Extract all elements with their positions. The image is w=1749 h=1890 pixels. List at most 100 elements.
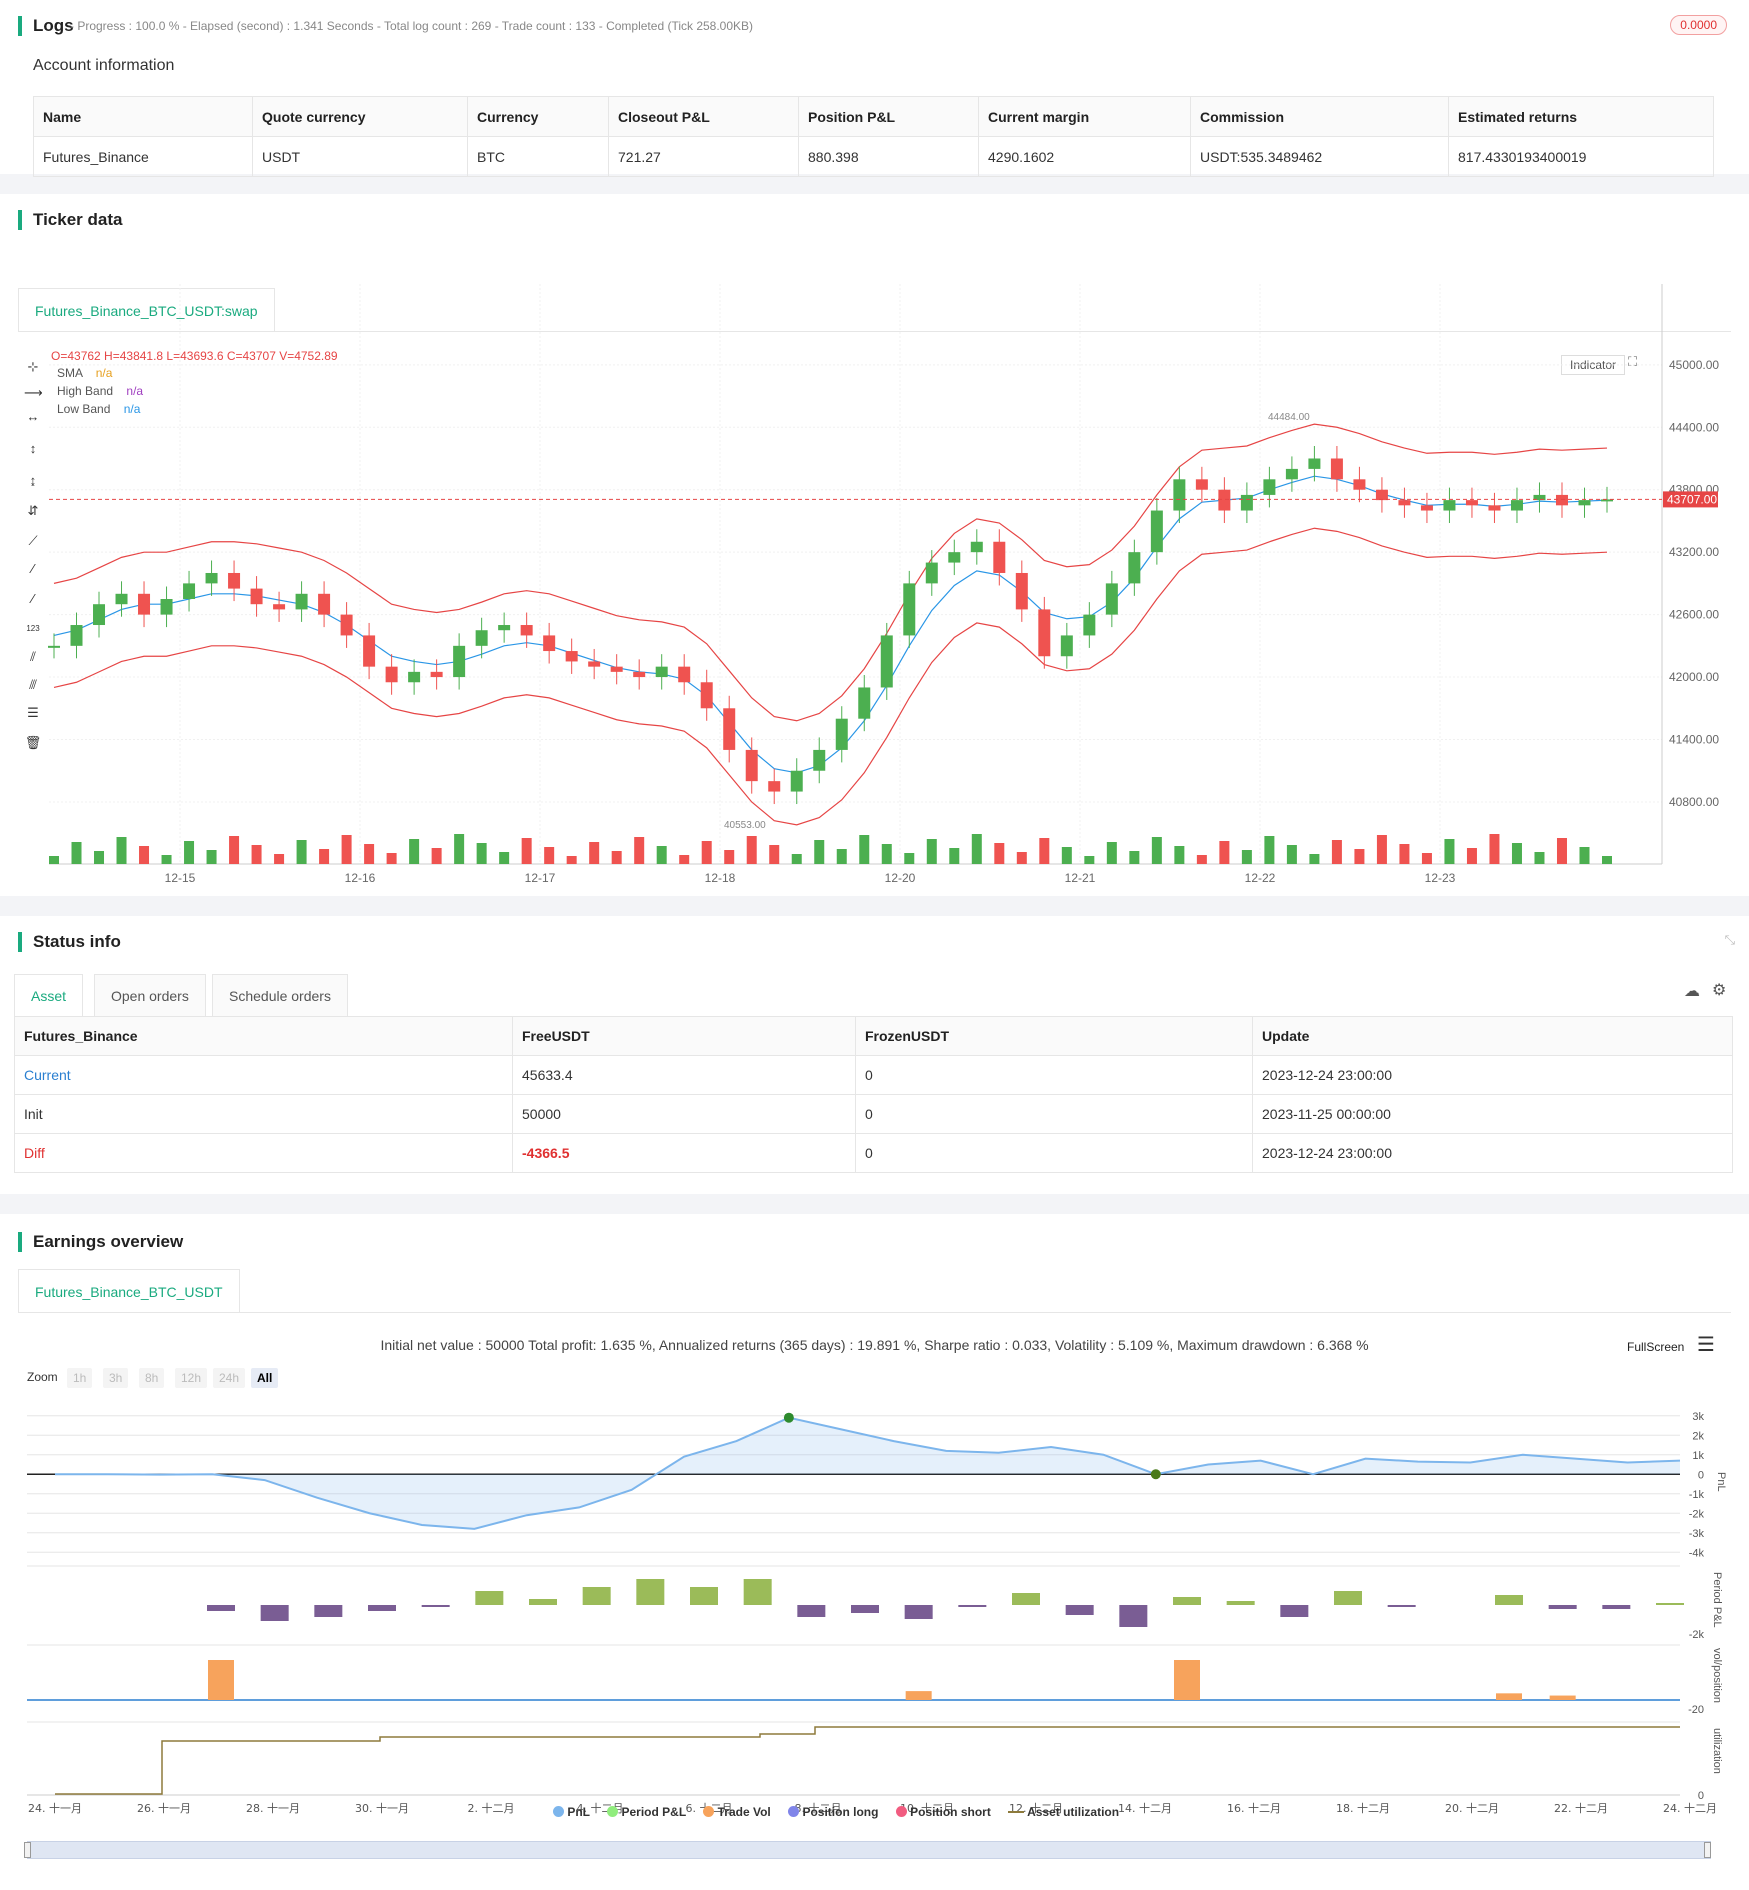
legend-position-long[interactable]: Position long bbox=[788, 1805, 878, 1819]
candle-body bbox=[1015, 572, 1028, 610]
candle-body bbox=[543, 635, 556, 652]
menu-icon[interactable]: ☰ bbox=[1697, 1334, 1715, 1356]
candle-body bbox=[723, 708, 736, 750]
legend-short-label: Position short bbox=[910, 1805, 991, 1819]
candle-body bbox=[498, 625, 511, 631]
volume-bar bbox=[364, 844, 375, 864]
legend-asset-utilization[interactable]: Asset utilization bbox=[1008, 1805, 1119, 1819]
vertical-line-icon[interactable]: ↕ bbox=[29, 441, 37, 456]
price-label-icon[interactable]: 123 bbox=[26, 624, 40, 633]
candle-body bbox=[183, 583, 196, 599]
candle-body bbox=[858, 687, 871, 719]
account-col: Name bbox=[33, 96, 253, 137]
volume-bar bbox=[1602, 856, 1612, 864]
price-tick-label: 42000.00 bbox=[1669, 670, 1719, 684]
tab-schedule-orders[interactable]: Schedule orders bbox=[212, 974, 348, 1016]
volume-bar bbox=[994, 843, 1005, 864]
candle-body bbox=[295, 593, 308, 610]
crosshair-tool-icon[interactable]: ⊹ bbox=[27, 359, 39, 374]
ticker-panel: Ticker data Futures_Binance_BTC_USDT:swa… bbox=[0, 194, 1749, 896]
volume-bar bbox=[904, 853, 915, 864]
volume-bar bbox=[1084, 856, 1095, 864]
candle-body bbox=[1128, 552, 1141, 584]
volume-bar bbox=[589, 842, 600, 864]
volume-bar bbox=[139, 846, 150, 864]
legend-util-label: Asset utilization bbox=[1027, 1805, 1120, 1819]
zoom-3h-button[interactable]: 3h bbox=[103, 1368, 129, 1388]
account-cell: USDT:535.3489462 bbox=[1190, 136, 1449, 177]
volume-bar bbox=[859, 835, 870, 864]
legend-position-short[interactable]: Position short bbox=[895, 1805, 991, 1819]
candle-body bbox=[633, 671, 646, 678]
navigator-scrollbar[interactable] bbox=[27, 1841, 1711, 1859]
trend-line-icon[interactable]: ⟋ bbox=[28, 533, 38, 548]
time-tick-label: 12-20 bbox=[885, 871, 916, 885]
logs-progress: - Progress : 100.0 % - Elapsed (second) … bbox=[70, 19, 754, 33]
trash-icon[interactable]: 🗑 bbox=[24, 735, 42, 750]
high-marker-label: 44484.00 bbox=[1268, 412, 1310, 423]
fullscreen-button[interactable]: FullScreen bbox=[1627, 1340, 1685, 1354]
tab-asset[interactable]: Asset bbox=[14, 974, 84, 1016]
earnings-summary: Initial net value : 50000 Total profit: … bbox=[380, 1337, 1369, 1353]
candle-body bbox=[520, 625, 533, 636]
price-tick-label: 44400.00 bbox=[1669, 420, 1719, 434]
legend-period-pnl[interactable]: Period P&L bbox=[607, 1805, 686, 1819]
horizontal-ray-icon[interactable]: ⟶ bbox=[24, 385, 43, 400]
candle-body bbox=[1173, 479, 1186, 511]
candle-body bbox=[430, 671, 443, 678]
tab-ticker-symbol[interactable]: Futures_Binance_BTC_USDT:swap bbox=[18, 288, 275, 332]
zoom-all-button[interactable]: All bbox=[251, 1368, 279, 1388]
candle-body bbox=[70, 625, 83, 646]
candle-body bbox=[1555, 494, 1568, 506]
asset-row-label[interactable]: Current bbox=[14, 1055, 513, 1095]
zoom-1h-button[interactable]: 1h bbox=[67, 1368, 93, 1388]
legend-pnl-label: PnL bbox=[567, 1805, 590, 1819]
vertical-segment-icon[interactable]: ⇵ bbox=[27, 503, 39, 518]
candle-body bbox=[1375, 489, 1388, 501]
fibonacci-icon[interactable]: ⫻ bbox=[29, 677, 37, 692]
candle-body bbox=[1398, 500, 1411, 506]
volume-bar bbox=[1174, 846, 1185, 864]
zoom-8h-button[interactable]: 8h bbox=[139, 1368, 165, 1388]
volume-bar bbox=[679, 855, 690, 864]
ray-line-icon[interactable]: ⁄ bbox=[31, 561, 35, 576]
asset-col: Update bbox=[1252, 1016, 1733, 1056]
indicator-button[interactable]: Indicator bbox=[1561, 355, 1626, 375]
horizontal-line-icon[interactable]: ↔ bbox=[26, 409, 40, 424]
volume-bar bbox=[1331, 840, 1342, 864]
ticker-title: Ticker data bbox=[18, 210, 122, 230]
legend-long-label: Position long bbox=[802, 1805, 879, 1819]
settings-gear-icon[interactable]: ⚙ bbox=[1712, 982, 1727, 999]
volume-bar bbox=[1016, 852, 1027, 864]
vertical-ray-icon[interactable]: ↨ bbox=[29, 473, 37, 488]
candle-body bbox=[1285, 468, 1298, 480]
zoom-24h-button[interactable]: 24h bbox=[213, 1368, 246, 1388]
asset-cell: 50000 bbox=[512, 1094, 856, 1134]
account-cell: 4290.1602 bbox=[978, 136, 1191, 177]
legend-pnl[interactable]: PnL bbox=[553, 1805, 590, 1819]
candle-body bbox=[1353, 479, 1366, 490]
volume-bar bbox=[1309, 854, 1320, 864]
volume-bar bbox=[544, 847, 555, 864]
volume-bar bbox=[319, 849, 330, 864]
price-channel-icon[interactable]: ☰ bbox=[27, 705, 39, 720]
candle-body bbox=[205, 572, 218, 584]
current-price-label: 43707.00 bbox=[1667, 492, 1717, 506]
parallel-line-icon[interactable]: ⫽ bbox=[30, 649, 36, 664]
candle-body bbox=[835, 718, 848, 750]
expand-icon[interactable]: ⛶ bbox=[1628, 354, 1638, 369]
cloud-download-icon[interactable]: ☁ bbox=[1684, 983, 1700, 1000]
navigator-right-handle[interactable] bbox=[1704, 1842, 1711, 1858]
zoom-12h-button[interactable]: 12h bbox=[175, 1368, 208, 1388]
legend-trade-vol[interactable]: Trade Vol bbox=[703, 1805, 771, 1819]
legend-high-band: High Band n/a bbox=[57, 384, 143, 398]
price-tick-label: 40800.00 bbox=[1669, 795, 1719, 809]
tab-earnings-symbol[interactable]: Futures_Binance_BTC_USDT bbox=[18, 1269, 240, 1313]
collapse-icon[interactable]: ⤡ bbox=[1724, 932, 1735, 947]
zoom-label: Zoom bbox=[27, 1370, 58, 1384]
tab-open-orders[interactable]: Open orders bbox=[94, 974, 206, 1016]
volume-bar bbox=[1196, 855, 1207, 864]
volume-bar bbox=[116, 837, 127, 864]
navigator-left-handle[interactable] bbox=[24, 1842, 31, 1858]
segment-line-icon[interactable]: ∕ bbox=[31, 591, 35, 606]
